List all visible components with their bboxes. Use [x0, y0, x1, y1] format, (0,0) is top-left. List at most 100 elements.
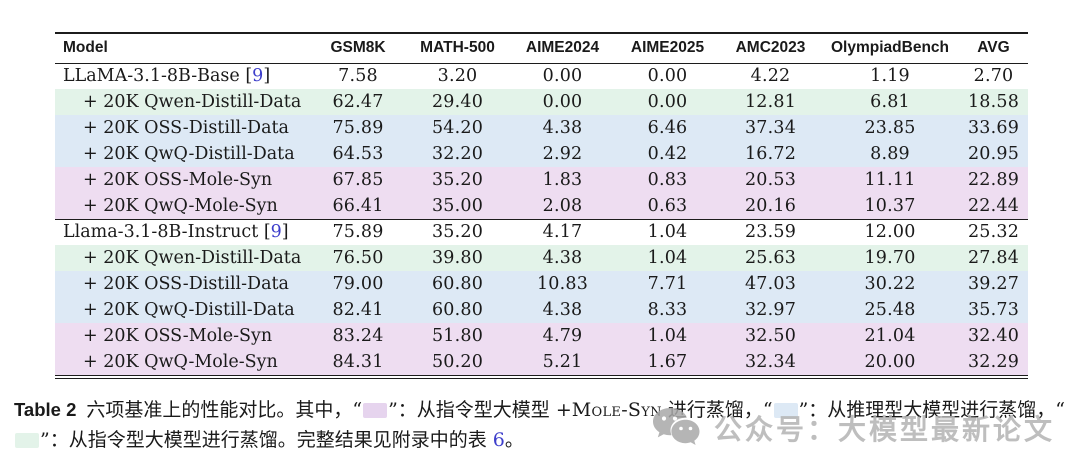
citation-close-bracket: ] [263, 66, 271, 87]
score-cell-math500: 51.80 [405, 323, 510, 349]
appendix-table-link[interactable]: 6 [492, 429, 505, 451]
score-cell-avg: 33.69 [959, 115, 1028, 141]
column-header-avg: AVG [959, 33, 1028, 64]
score-cell-aime2024: 0.00 [542, 66, 583, 87]
score-cell-avg: 35.73 [959, 297, 1028, 323]
score-cell-aime2025: 0.42 [615, 141, 720, 167]
score-cell-aime2025: 8.33 [615, 297, 720, 323]
table-row: + 20K OSS-Mole-Syn 67.85 35.20 1.83 0.83… [55, 167, 1028, 193]
score-cell-aime2024: 4.38 [510, 245, 615, 271]
legend-swatch-green [15, 433, 39, 448]
caption-text: ”：从指令型大模型 + [388, 399, 572, 421]
model-name: + 20K QwQ-Mole-Syn [83, 352, 278, 372]
score-cell-math500: 54.20 [405, 115, 510, 141]
model-name: + 20K Qwen-Distill-Data [83, 248, 302, 268]
score-cell-amc2023: 47.03 [720, 271, 821, 297]
score-cell-gsm8k: 64.53 [311, 141, 405, 167]
model-name-cell: + 20K QwQ-Distill-Data [55, 141, 311, 167]
model-name-cell: + 20K QwQ-Mole-Syn [55, 349, 311, 375]
citation: [9] [240, 66, 270, 86]
score-cell-amc2023: 25.63 [720, 245, 821, 271]
table-row: + 20K OSS-Distill-Data 79.00 60.80 10.83… [55, 271, 1028, 297]
score-cell-math500: 60.80 [405, 297, 510, 323]
score-cell-amc2023: 32.97 [720, 297, 821, 323]
table-row: Llama-3.1-8B-Instruct [9] 75.89 35.20 4.… [55, 218, 1028, 245]
score-cell-olympiadbench: 19.70 [821, 245, 959, 271]
model-name-cell: + 20K OSS-Distill-Data [55, 115, 311, 141]
table-row: + 20K Qwen-Distill-Data 62.47 29.40 0.00… [55, 89, 1028, 115]
score-cell-gsm8k: 67.85 [311, 167, 405, 193]
caption-text: ”：从推理型大模型进行蒸馏，“ [798, 399, 1066, 421]
score-cell-amc2023: 32.34 [720, 349, 821, 375]
score-cell-aime2024: 4.38 [510, 115, 615, 141]
score-cell-aime2025: 1.67 [615, 349, 720, 375]
score-cell-gsm8k: 79.00 [311, 271, 405, 297]
score-cell-avg: 22.44 [959, 193, 1028, 219]
score-cell-olympiadbench: 12.00 [821, 218, 959, 245]
score-cell-aime2025: 7.71 [615, 271, 720, 297]
score-cell-aime2024: 5.21 [510, 349, 615, 375]
column-header-amc2023: AMC2023 [720, 33, 821, 64]
score-cell-amc2023: 20.53 [720, 167, 821, 193]
score-cell-avg: 39.27 [959, 271, 1028, 297]
score-cell-aime2024: 0.00 [510, 89, 615, 115]
legend-swatch-blue [773, 403, 798, 418]
model-name: Llama-3.1-8B-Instruct [63, 222, 259, 243]
model-name: + 20K Qwen-Distill-Data [83, 92, 302, 112]
score-cell-aime2025: 0.63 [615, 193, 720, 219]
model-name-cell: + 20K Qwen-Distill-Data [55, 89, 311, 115]
score-cell-avg: 18.58 [959, 89, 1028, 115]
score-cell-amc2023: 4.22 [750, 66, 791, 87]
score-cell-avg: 32.29 [959, 349, 1028, 375]
table-row: + 20K QwQ-Mole-Syn 66.41 35.00 2.08 0.63… [55, 193, 1028, 219]
score-cell-aime2024: 4.38 [510, 297, 615, 323]
score-cell-aime2025: 1.04 [615, 218, 720, 245]
caption-text: 六项基准上的性能对比。其中，“ [86, 399, 363, 421]
score-cell-aime2025: 0.83 [615, 167, 720, 193]
table-row: + 20K OSS-Mole-Syn 83.24 51.80 4.79 1.04… [55, 323, 1028, 349]
table-row: + 20K OSS-Distill-Data 75.89 54.20 4.38 … [55, 115, 1028, 141]
score-cell-olympiadbench: 11.11 [821, 167, 959, 193]
column-header-gsm8k: GSM8K [311, 33, 405, 64]
score-cell-olympiadbench: 23.85 [821, 115, 959, 141]
citation-open-bracket: [ [263, 222, 271, 243]
table-row: + 20K QwQ-Mole-Syn 84.31 50.20 5.21 1.67… [55, 349, 1028, 375]
score-cell-aime2025: 1.04 [615, 323, 720, 349]
model-name-cell: + 20K QwQ-Distill-Data [55, 297, 311, 323]
table-header-row: Model GSM8K MATH-500 AIME2024 AIME2025 A… [55, 33, 1028, 64]
caption-text: 。 [504, 429, 524, 451]
score-cell-olympiadbench: 25.48 [821, 297, 959, 323]
score-cell-avg: 27.84 [959, 245, 1028, 271]
score-cell-aime2024: 10.83 [510, 271, 615, 297]
model-name-cell: Llama-3.1-8B-Instruct [9] [55, 218, 311, 245]
model-name: + 20K OSS-Mole-Syn [83, 326, 273, 346]
model-name: + 20K OSS-Distill-Data [83, 274, 289, 294]
score-cell-gsm8k: 75.89 [311, 115, 405, 141]
score-cell-gsm8k: 75.89 [311, 218, 405, 245]
citation: [9] [258, 222, 289, 243]
score-cell-gsm8k: 82.41 [311, 297, 405, 323]
citation-link[interactable]: 9 [252, 66, 264, 87]
score-cell-math500: 32.20 [405, 141, 510, 167]
table-row: LLaMA-3.1-8B-Base [9] 7.58 3.20 0.00 0.0… [55, 63, 1028, 89]
table-row: + 20K QwQ-Distill-Data 64.53 32.20 2.92 … [55, 141, 1028, 167]
score-cell-aime2025: 0.00 [647, 66, 688, 87]
model-name-cell: + 20K OSS-Mole-Syn [55, 323, 311, 349]
model-name-cell: + 20K Qwen-Distill-Data [55, 245, 311, 271]
score-cell-gsm8k: 84.31 [311, 349, 405, 375]
caption-text: ”：从指令型大模型进行蒸馏。完整结果见附录中的表 [40, 429, 493, 451]
score-cell-amc2023: 32.50 [720, 323, 821, 349]
score-cell-olympiadbench: 8.89 [821, 141, 959, 167]
table-bottom-rule [55, 375, 1028, 379]
score-cell-aime2024: 4.17 [510, 218, 615, 245]
score-cell-gsm8k: 66.41 [311, 193, 405, 219]
mole-syn-name: Mole-Syn [571, 399, 662, 421]
score-cell-olympiadbench: 6.81 [821, 89, 959, 115]
citation-close-bracket: ] [281, 222, 289, 243]
score-cell-aime2024: 2.08 [510, 193, 615, 219]
citation-link[interactable]: 9 [270, 222, 282, 243]
score-cell-gsm8k: 83.24 [311, 323, 405, 349]
score-cell-olympiadbench: 1.19 [870, 66, 910, 87]
score-cell-math500: 3.20 [437, 66, 478, 87]
